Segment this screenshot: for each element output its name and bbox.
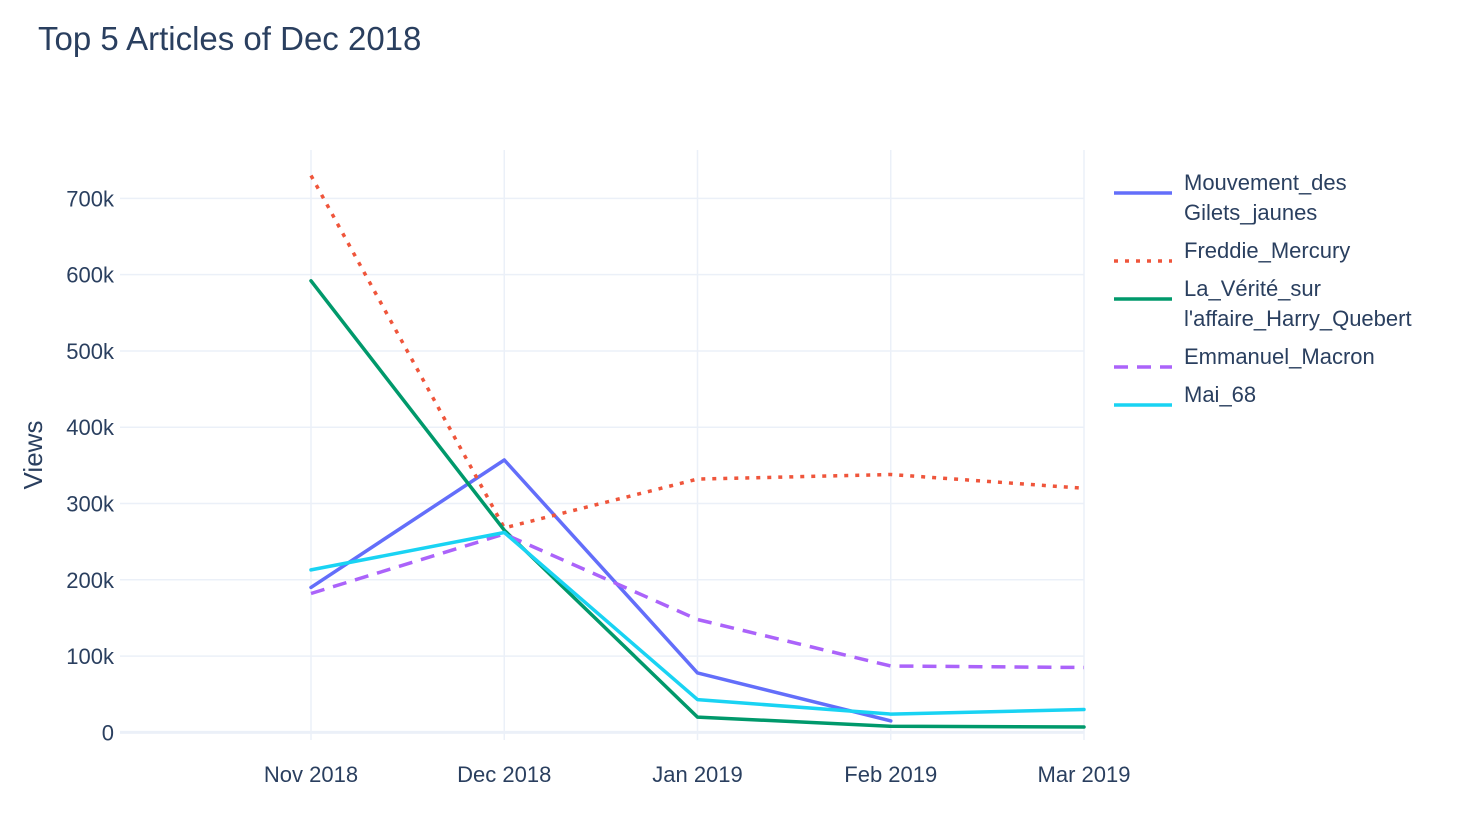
- legend-item[interactable]: La_Vérité_sur l'affaire_Harry_Quebert: [1114, 276, 1412, 331]
- legend-label: Mouvement_des Gilets_jaunes: [1184, 170, 1347, 225]
- legend-label: Freddie_Mercury: [1184, 238, 1350, 263]
- series-line-3: [310, 532, 1085, 670]
- y-tick-label: 700k: [66, 186, 115, 211]
- y-tick-label: 600k: [66, 263, 115, 288]
- legend-item[interactable]: Mouvement_des Gilets_jaunes: [1114, 170, 1347, 225]
- y-tick-label: 400k: [66, 415, 115, 440]
- x-tick-label: Dec 2018: [457, 762, 551, 787]
- legend-item[interactable]: Mai_68: [1114, 382, 1256, 407]
- x-tick-label: Feb 2019: [844, 762, 937, 787]
- y-axis-ticks: 0 100k 200k 300k 400k 500k 600k 700k: [66, 186, 115, 745]
- y-tick-label: 500k: [66, 339, 115, 364]
- series-line-4: [309, 530, 1086, 716]
- chart-title: Top 5 Articles of Dec 2018: [38, 20, 421, 57]
- y-tick-label: 100k: [66, 644, 115, 669]
- legend-item[interactable]: Emmanuel_Macron: [1114, 344, 1375, 369]
- x-tick-label: Jan 2019: [652, 762, 743, 787]
- legend-label: Emmanuel_Macron: [1184, 344, 1375, 369]
- y-tick-label: 0: [102, 720, 114, 745]
- y-axis-title: Views: [18, 421, 48, 490]
- x-axis-ticks: Nov 2018 Dec 2018 Jan 2019 Feb 2019 Mar 2019: [264, 762, 1131, 787]
- grid: [120, 150, 1085, 740]
- series-lines: [309, 174, 1086, 729]
- x-tick-label: Nov 2018: [264, 762, 358, 787]
- legend[interactable]: Mouvement_des Gilets_jaunes Freddie_Mercur…: [1114, 170, 1412, 407]
- legend-label: Mai_68: [1184, 382, 1256, 407]
- x-tick-label: Mar 2019: [1038, 762, 1131, 787]
- series-line-2: [309, 279, 1086, 729]
- legend-item[interactable]: Freddie_Mercury: [1114, 238, 1350, 263]
- y-tick-label: 200k: [66, 568, 115, 593]
- series-line-1: [309, 174, 1085, 530]
- series-line-0: [309, 458, 893, 723]
- legend-label: La_Vérité_sur l'affaire_Harry_Quebert: [1184, 276, 1412, 331]
- y-tick-label: 300k: [66, 492, 115, 517]
